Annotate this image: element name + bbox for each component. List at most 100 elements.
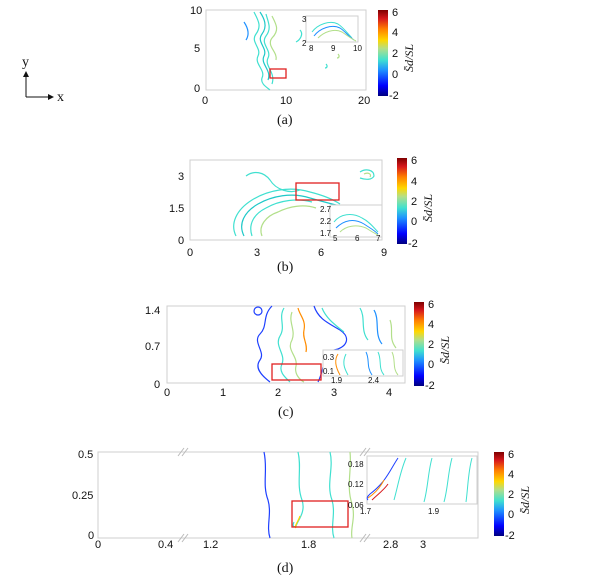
panel-d-xtick: 2.8 bbox=[383, 539, 398, 551]
panel-c-ytick: 1.4 bbox=[145, 305, 160, 317]
colorbar-tick: 0 bbox=[411, 216, 417, 228]
colorbar-tick: 0 bbox=[508, 509, 514, 521]
panel-b-xtick: 6 bbox=[318, 247, 324, 259]
panel-c-inset-xtick: 2.4 bbox=[368, 376, 380, 385]
panel-d-ytick: 0 bbox=[88, 530, 94, 542]
panel-b-inset-ytick: 2.7 bbox=[320, 205, 332, 214]
panel-c-zoom-box bbox=[271, 363, 322, 381]
colorbar-tick: 6 bbox=[428, 299, 434, 311]
panel-b-ytick: 1.5 bbox=[169, 203, 184, 215]
panel-a-inset-xtick: 10 bbox=[353, 44, 362, 53]
panel-a-ytick: 10 bbox=[190, 5, 202, 17]
axes-indicator: y x bbox=[22, 55, 64, 105]
panel-b: 2.7 2.2 1.7 5 6 7 3 1.5 0 0 3 6 9 (b) 6 … bbox=[169, 155, 435, 275]
panel-c-contours bbox=[253, 305, 397, 383]
panel-d-xtick: 3 bbox=[420, 539, 426, 551]
panel-b-inset-xtick: 6 bbox=[355, 234, 360, 243]
panel-b-xtick: 3 bbox=[254, 247, 260, 259]
panel-c-inset-ytick: 0.3 bbox=[323, 353, 335, 362]
panel-c-xtick: 3 bbox=[331, 387, 337, 399]
panel-d: 0.18 0.12 0.06 1.7 1.9 0.5 0.25 0 0 0.4 … bbox=[72, 447, 532, 576]
panel-b-inset-ytick: 2.2 bbox=[320, 217, 332, 226]
panel-a-inset-contours bbox=[311, 21, 357, 42]
panel-d-xtick: 0 bbox=[95, 539, 101, 551]
panel-a-caption: (a) bbox=[277, 113, 293, 128]
panel-c-xtick: 4 bbox=[386, 387, 392, 399]
panel-c-xtick: 2 bbox=[275, 387, 281, 399]
colorbar-label: S̄d/SL bbox=[438, 336, 452, 364]
panel-b-frame bbox=[189, 159, 383, 241]
colorbar-tick: 6 bbox=[411, 155, 417, 167]
panel-c-colorbar bbox=[414, 302, 424, 386]
panel-a-ytick: 5 bbox=[194, 43, 200, 55]
panel-a-ytick: 0 bbox=[194, 83, 200, 95]
panel-c-inset-xtick: 1.9 bbox=[331, 376, 343, 385]
colorbar-tick: -2 bbox=[389, 90, 399, 102]
panel-a-xtick: 20 bbox=[358, 95, 370, 107]
panel-a-inset-ytick: 2 bbox=[302, 39, 307, 48]
panel-b-inset-contours bbox=[333, 214, 379, 236]
panel-b-ytick: 0 bbox=[178, 235, 184, 247]
panel-d-inset-contours bbox=[366, 457, 473, 503]
panel-d-axis-breaks bbox=[177, 447, 371, 543]
panel-a-xtick: 10 bbox=[280, 95, 292, 107]
panel-b-xtick: 0 bbox=[187, 247, 193, 259]
panel-b-inset-xtick: 7 bbox=[376, 234, 381, 243]
panel-a-zoom-box bbox=[269, 68, 287, 79]
panel-b-caption: (b) bbox=[277, 260, 294, 275]
colorbar-tick: 6 bbox=[392, 7, 398, 19]
colorbar-tick: 4 bbox=[392, 27, 398, 39]
panel-d-inset-xtick: 1.7 bbox=[360, 507, 372, 516]
colorbar-tick: 4 bbox=[428, 319, 434, 331]
colorbar-tick: 4 bbox=[411, 176, 417, 188]
colorbar-tick: 0 bbox=[428, 359, 434, 371]
panel-a-colorbar bbox=[378, 10, 388, 96]
panel-b-inset-ytick: 1.7 bbox=[320, 229, 332, 238]
panel-c: 0.3 0.1 1.9 2.4 1.4 0.7 0 0 1 2 3 4 (c) … bbox=[145, 299, 452, 420]
panel-d-inset bbox=[366, 455, 478, 505]
panel-a-inset-xtick: 8 bbox=[309, 44, 314, 53]
panel-d-inset-xtick: 1.9 bbox=[428, 507, 440, 516]
panel-d-inset-ytick: 0.06 bbox=[348, 501, 364, 510]
panel-c-inset-contours bbox=[335, 351, 399, 376]
panel-c-frame bbox=[166, 305, 406, 384]
colorbar-tick: 2 bbox=[428, 339, 434, 351]
panel-d-colorbar bbox=[494, 452, 504, 536]
y-axis-indicator-label: y bbox=[22, 55, 29, 70]
panel-d-ytick: 0.25 bbox=[72, 490, 93, 502]
colorbar-tick: 0 bbox=[392, 69, 398, 81]
panel-d-xtick: 0.4 bbox=[158, 539, 173, 551]
panel-b-xtick: 9 bbox=[381, 247, 387, 259]
colorbar-tick: -2 bbox=[505, 530, 515, 542]
panel-d-contours bbox=[263, 451, 355, 539]
colorbar-tick: 4 bbox=[508, 469, 514, 481]
panel-d-inset-ytick: 0.12 bbox=[348, 480, 364, 489]
panel-b-ytick: 3 bbox=[178, 171, 184, 183]
colorbar-label: S̄d/SL bbox=[518, 486, 532, 514]
colorbar-tick: 2 bbox=[392, 48, 398, 60]
panel-d-frame bbox=[97, 451, 479, 539]
panel-b-colorbar bbox=[397, 158, 407, 244]
panel-a: 3 2 8 9 10 10 5 0 0 10 20 (a) 6 4 2 0 -2… bbox=[190, 5, 416, 128]
panel-c-xtick: 1 bbox=[220, 387, 226, 399]
colorbar-tick: -2 bbox=[425, 380, 435, 392]
panel-d-xtick: 1.2 bbox=[203, 539, 218, 551]
panel-a-xtick: 0 bbox=[202, 95, 208, 107]
panel-b-inset-xtick: 5 bbox=[333, 234, 338, 243]
panel-c-ytick: 0 bbox=[154, 379, 160, 391]
panel-d-ytick: 0.5 bbox=[78, 449, 93, 461]
panel-c-inset-ytick: 0.1 bbox=[323, 367, 335, 376]
panel-d-xtick: 1.8 bbox=[301, 539, 316, 551]
panel-b-zoom-box bbox=[295, 182, 340, 201]
panel-d-inset-ytick: 0.18 bbox=[348, 460, 364, 469]
colorbar-tick: 2 bbox=[411, 196, 417, 208]
colorbar-tick: -2 bbox=[408, 238, 418, 250]
panel-d-caption: (d) bbox=[277, 561, 294, 576]
colorbar-label: S̄d/SL bbox=[402, 44, 416, 72]
panel-d-zoom-box bbox=[291, 500, 349, 528]
panel-a-frame bbox=[205, 9, 367, 91]
colorbar-tick: 2 bbox=[508, 489, 514, 501]
panel-c-caption: (c) bbox=[278, 405, 294, 420]
colorbar-label: S̄d/SL bbox=[421, 194, 435, 222]
